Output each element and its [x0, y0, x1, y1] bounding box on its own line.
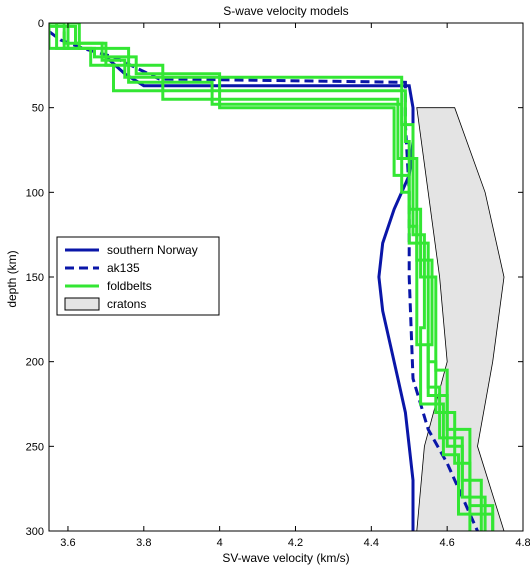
x-tick-label: 4.4 — [364, 537, 379, 549]
legend-label: ak135 — [107, 261, 140, 275]
cratons-area — [416, 107, 505, 531]
y-axis-title: depth (km) — [5, 250, 19, 307]
x-tick-label: 4.6 — [440, 537, 455, 549]
x-tick-label: 3.6 — [60, 537, 75, 549]
x-tick-label: 4.2 — [288, 537, 303, 549]
x-tick-label: 4.8 — [515, 537, 530, 549]
chart-title: S-wave velocity models — [223, 4, 348, 18]
legend-label: southern Norway — [107, 243, 198, 257]
y-tick-label: 300 — [26, 526, 44, 538]
x-axis-title: SV-wave velocity (km/s) — [222, 551, 349, 565]
y-tick-label: 0 — [38, 18, 44, 30]
plot-area — [49, 23, 505, 531]
legend-label: foldbelts — [107, 279, 152, 293]
y-tick-label: 200 — [26, 357, 44, 369]
y-tick-label: 250 — [26, 441, 44, 453]
y-tick-label: 150 — [26, 272, 44, 284]
x-tick-label: 3.8 — [136, 537, 151, 549]
series-line-foldbelts-2 — [49, 23, 472, 531]
axes: 3.6 3.8 4 4.2 4.4 4.6 4.8 0 50 100 150 200 250 300 — [26, 18, 530, 549]
series-line-foldbelts-6 — [62, 31, 495, 531]
legend: southern Norway ak135 foldbelts cratons — [56, 236, 220, 316]
series-line-southern-norway-0 — [104, 55, 415, 531]
legend-label: cratons — [107, 297, 146, 311]
y-tick-label: 100 — [26, 187, 44, 199]
y-tick-label: 50 — [32, 103, 44, 115]
legend-swatch-cratons — [64, 297, 100, 311]
x-tick-label: 4 — [217, 537, 223, 549]
